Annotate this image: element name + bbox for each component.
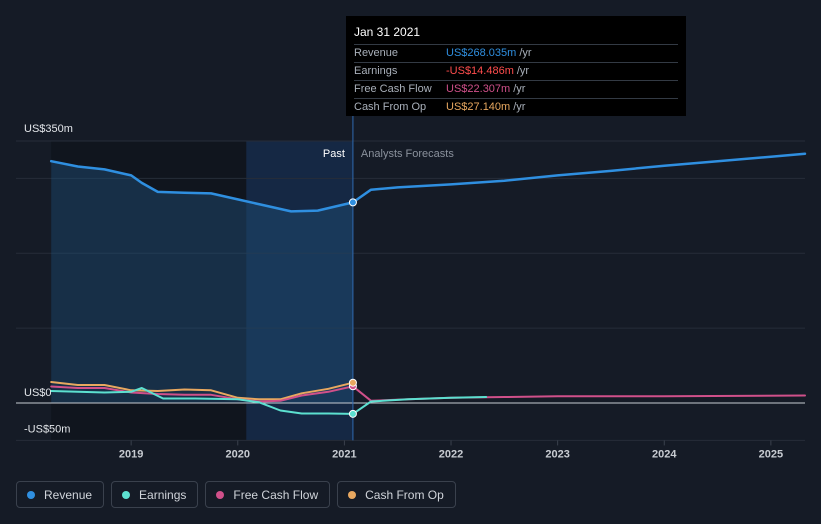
y-axis-label: US$0	[24, 387, 52, 399]
legend-dot-icon	[27, 490, 35, 499]
tooltip-row: Earnings -US$14.486m/yr	[354, 62, 678, 80]
tooltip-row: Revenue US$268.035m/yr	[354, 44, 678, 62]
legend-item-revenue[interactable]: Revenue	[16, 481, 105, 508]
series-line-earnings	[50, 387, 488, 415]
y-axis-label: -US$50m	[24, 423, 70, 435]
tooltip-row-label: Free Cash Flow	[354, 83, 432, 95]
tooltip-row-value: US$22.307m	[446, 83, 511, 95]
legend-dot-icon	[122, 490, 131, 499]
legend-label: Cash From Op	[365, 487, 444, 502]
series-lines	[49, 152, 807, 415]
tooltip-row-unit: /yr	[516, 65, 530, 77]
legend-item-earnings[interactable]: Earnings	[111, 481, 199, 508]
tooltip-date: Jan 31 2021	[354, 25, 421, 39]
series-line-revenue	[49, 152, 807, 213]
forecast-label: Analysts Forecasts	[361, 148, 454, 160]
x-axis-label: 2019	[119, 448, 143, 460]
legend-dot-icon	[348, 490, 357, 499]
tooltip-row: Free Cash Flow US$22.307m/yr	[354, 80, 678, 98]
marker-revenue	[348, 198, 357, 207]
x-axis-label: 2022	[439, 448, 463, 460]
x-axis-label: 2025	[759, 448, 783, 460]
tooltip-row-unit: /yr	[519, 47, 532, 59]
tooltip-row-label: Revenue	[354, 47, 399, 59]
chart-legend: Revenue Earnings Free Cash Flow Cash From O…	[16, 481, 456, 508]
tooltip-rows: Revenue US$268.035m/yr Earnings -US$14.486m…	[354, 44, 678, 116]
legend-label: Revenue	[44, 487, 93, 502]
series-line-free-cash-flow	[50, 385, 806, 403]
tooltip-row-value: US$27.140m	[446, 101, 511, 113]
x-axis-label: 2023	[545, 448, 569, 460]
marker-cash-from-op	[348, 378, 357, 387]
legend-label: Earnings	[139, 487, 187, 502]
revenue-area	[51, 161, 353, 403]
legend-item-cash-from-op[interactable]: Cash From Op	[337, 481, 456, 508]
series-line-cash-from-op	[50, 381, 354, 401]
x-axis-label: 2020	[226, 448, 250, 460]
y-axis-labels: US$350m US$0 -US$50m	[24, 123, 73, 435]
tooltip-row-label: Cash From Op	[354, 101, 427, 113]
past-label: Past	[323, 148, 345, 160]
tooltip-row-unit: /yr	[513, 83, 526, 95]
tooltip-row-value: US$268.035m	[446, 47, 517, 59]
tooltip-row-value: -US$14.486m	[446, 65, 514, 77]
tooltip-row: Cash From Op US$27.140m/yr	[354, 98, 678, 116]
x-axis-labels: 2019 2020 2021 2022 2023 2024 2025	[119, 440, 783, 460]
y-axis-label: US$350m	[24, 123, 73, 135]
legend-label: Free Cash Flow	[233, 487, 319, 502]
legend-item-free-cash-flow[interactable]: Free Cash Flow	[205, 481, 331, 508]
data-tooltip: Jan 31 2021 Revenue US$268.035m/yr Earning…	[346, 16, 686, 116]
hover-markers	[348, 198, 357, 418]
legend-dot-icon	[216, 490, 225, 499]
x-axis-label: 2024	[652, 448, 677, 460]
x-axis-label: 2021	[332, 448, 356, 460]
marker-earnings	[348, 409, 357, 418]
tooltip-row-unit: /yr	[513, 101, 526, 113]
tooltip-row-label: Earnings	[354, 65, 398, 77]
